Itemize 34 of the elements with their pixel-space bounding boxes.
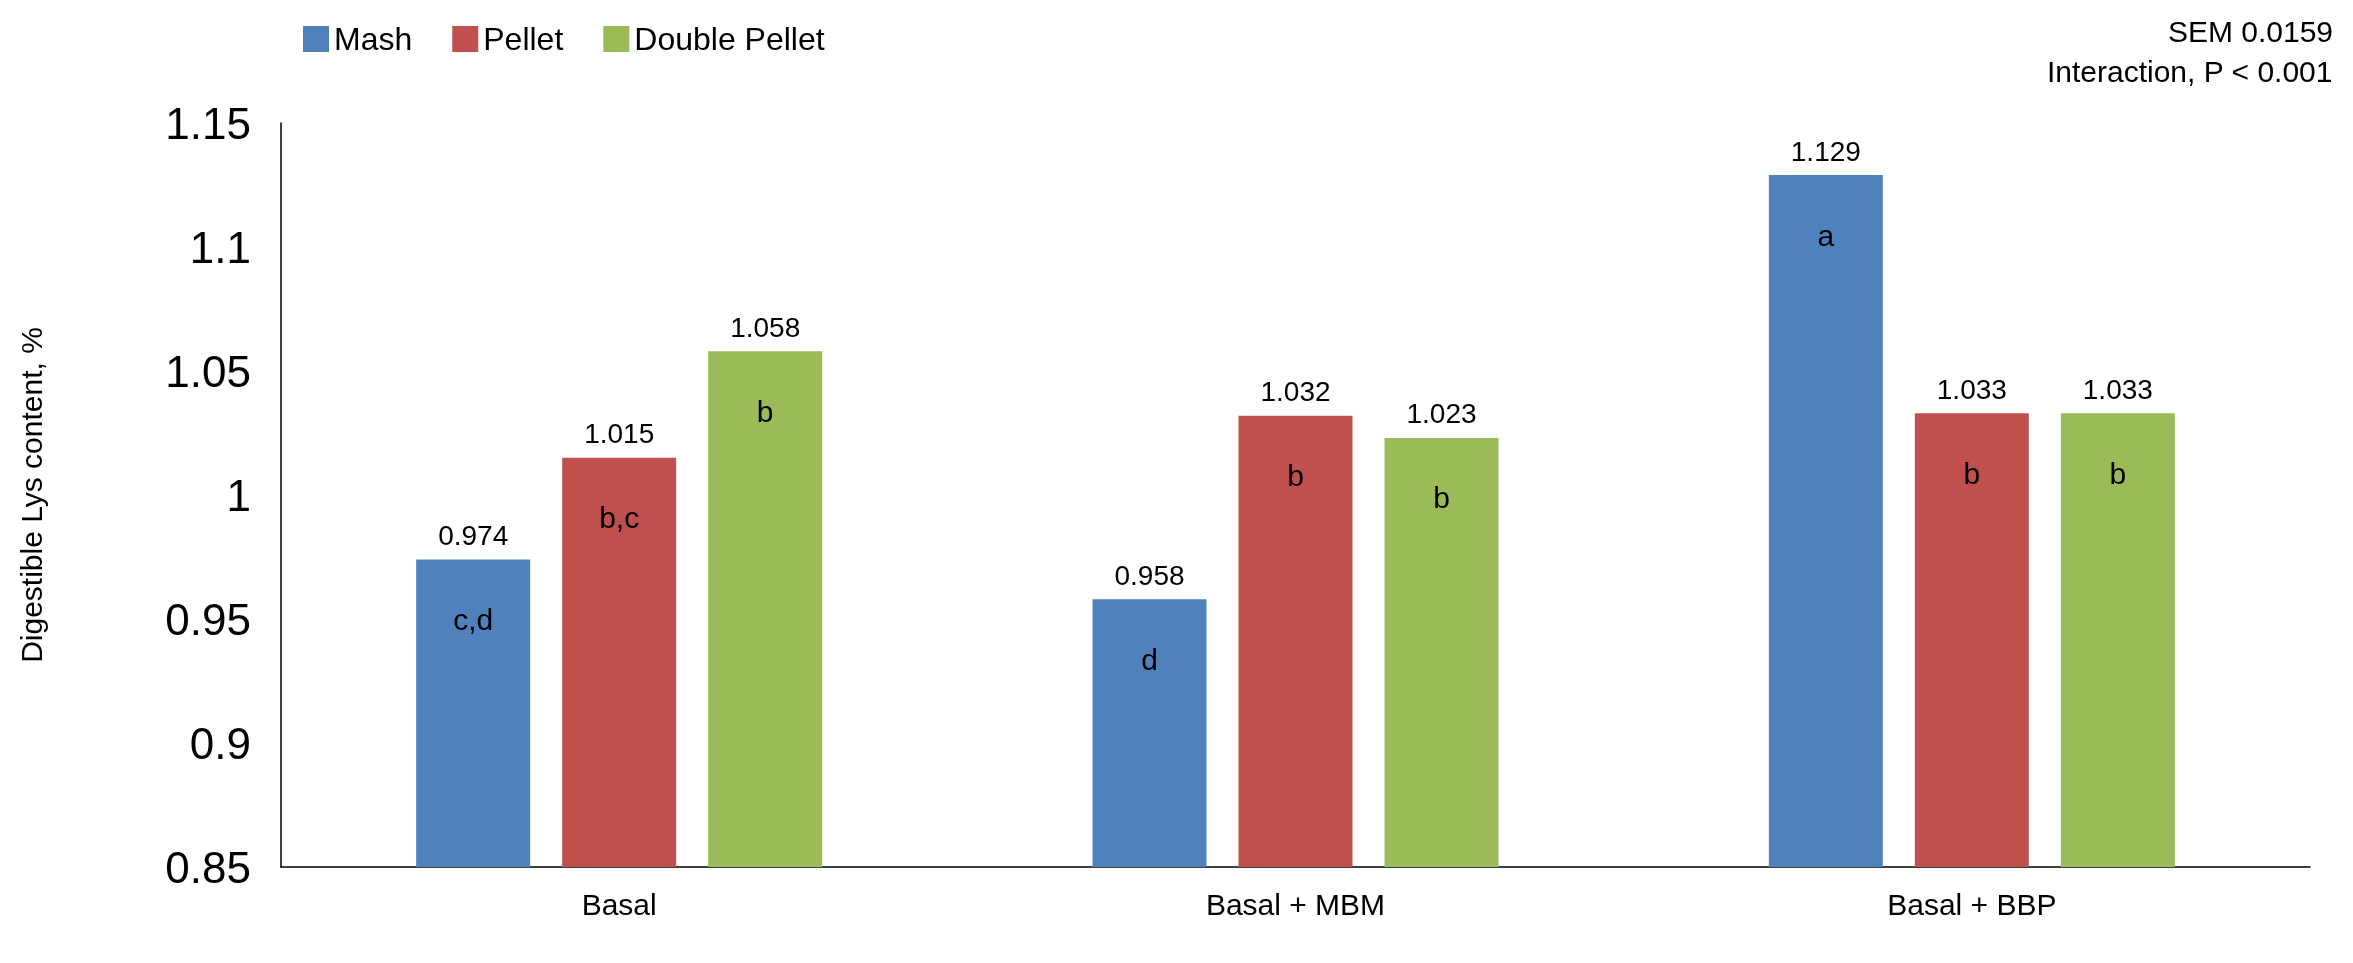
annotation: b (2109, 456, 2127, 490)
data-label: 0.958 (1114, 559, 1185, 591)
text: Interaction, P < 0.001 (2046, 54, 2333, 88)
legend-label: Pellet (483, 21, 564, 57)
y-tick-label: 1.1 (189, 222, 251, 272)
data-label: 1.058 (730, 311, 801, 343)
annotation: a (1817, 218, 1835, 252)
x-tick-label: Basal (581, 887, 657, 921)
data-label: 1.032 (1260, 376, 1331, 408)
data-label: 1.033 (1936, 373, 2007, 405)
annotation: b (1963, 456, 1981, 490)
annotation: b,c (599, 501, 640, 535)
annotation: b (1287, 459, 1304, 493)
data-label: 1.033 (2082, 373, 2153, 405)
annotation: b (756, 394, 774, 428)
y-tick-label: 1.05 (165, 346, 251, 396)
annotation: b (1433, 481, 1450, 515)
data-label: 1.129 (1790, 135, 1861, 167)
y-tick-label: 1.15 (165, 98, 251, 148)
y-tick-label: 1 (226, 470, 251, 520)
y-tick-label: 0.95 (165, 594, 251, 644)
y-axis-title: Digestible Lys content, % (14, 327, 48, 663)
annotation: d (1141, 642, 1158, 676)
legend-label: Mash (334, 21, 413, 57)
data-label: 1.015 (584, 418, 655, 450)
x-tick-label: Basal + MBM (1205, 887, 1386, 921)
legend-label: Double Pellet (634, 21, 825, 57)
data-label: 1.023 (1406, 398, 1477, 430)
y-tick-label: 0.9 (189, 718, 251, 768)
annotation: c,d (453, 602, 494, 636)
y-tick-label: 0.85 (165, 842, 251, 892)
text: SEM 0.0159 (2167, 14, 2334, 48)
x-tick-label: Basal + BBP (1887, 887, 2057, 921)
data-label: 0.974 (438, 519, 509, 551)
